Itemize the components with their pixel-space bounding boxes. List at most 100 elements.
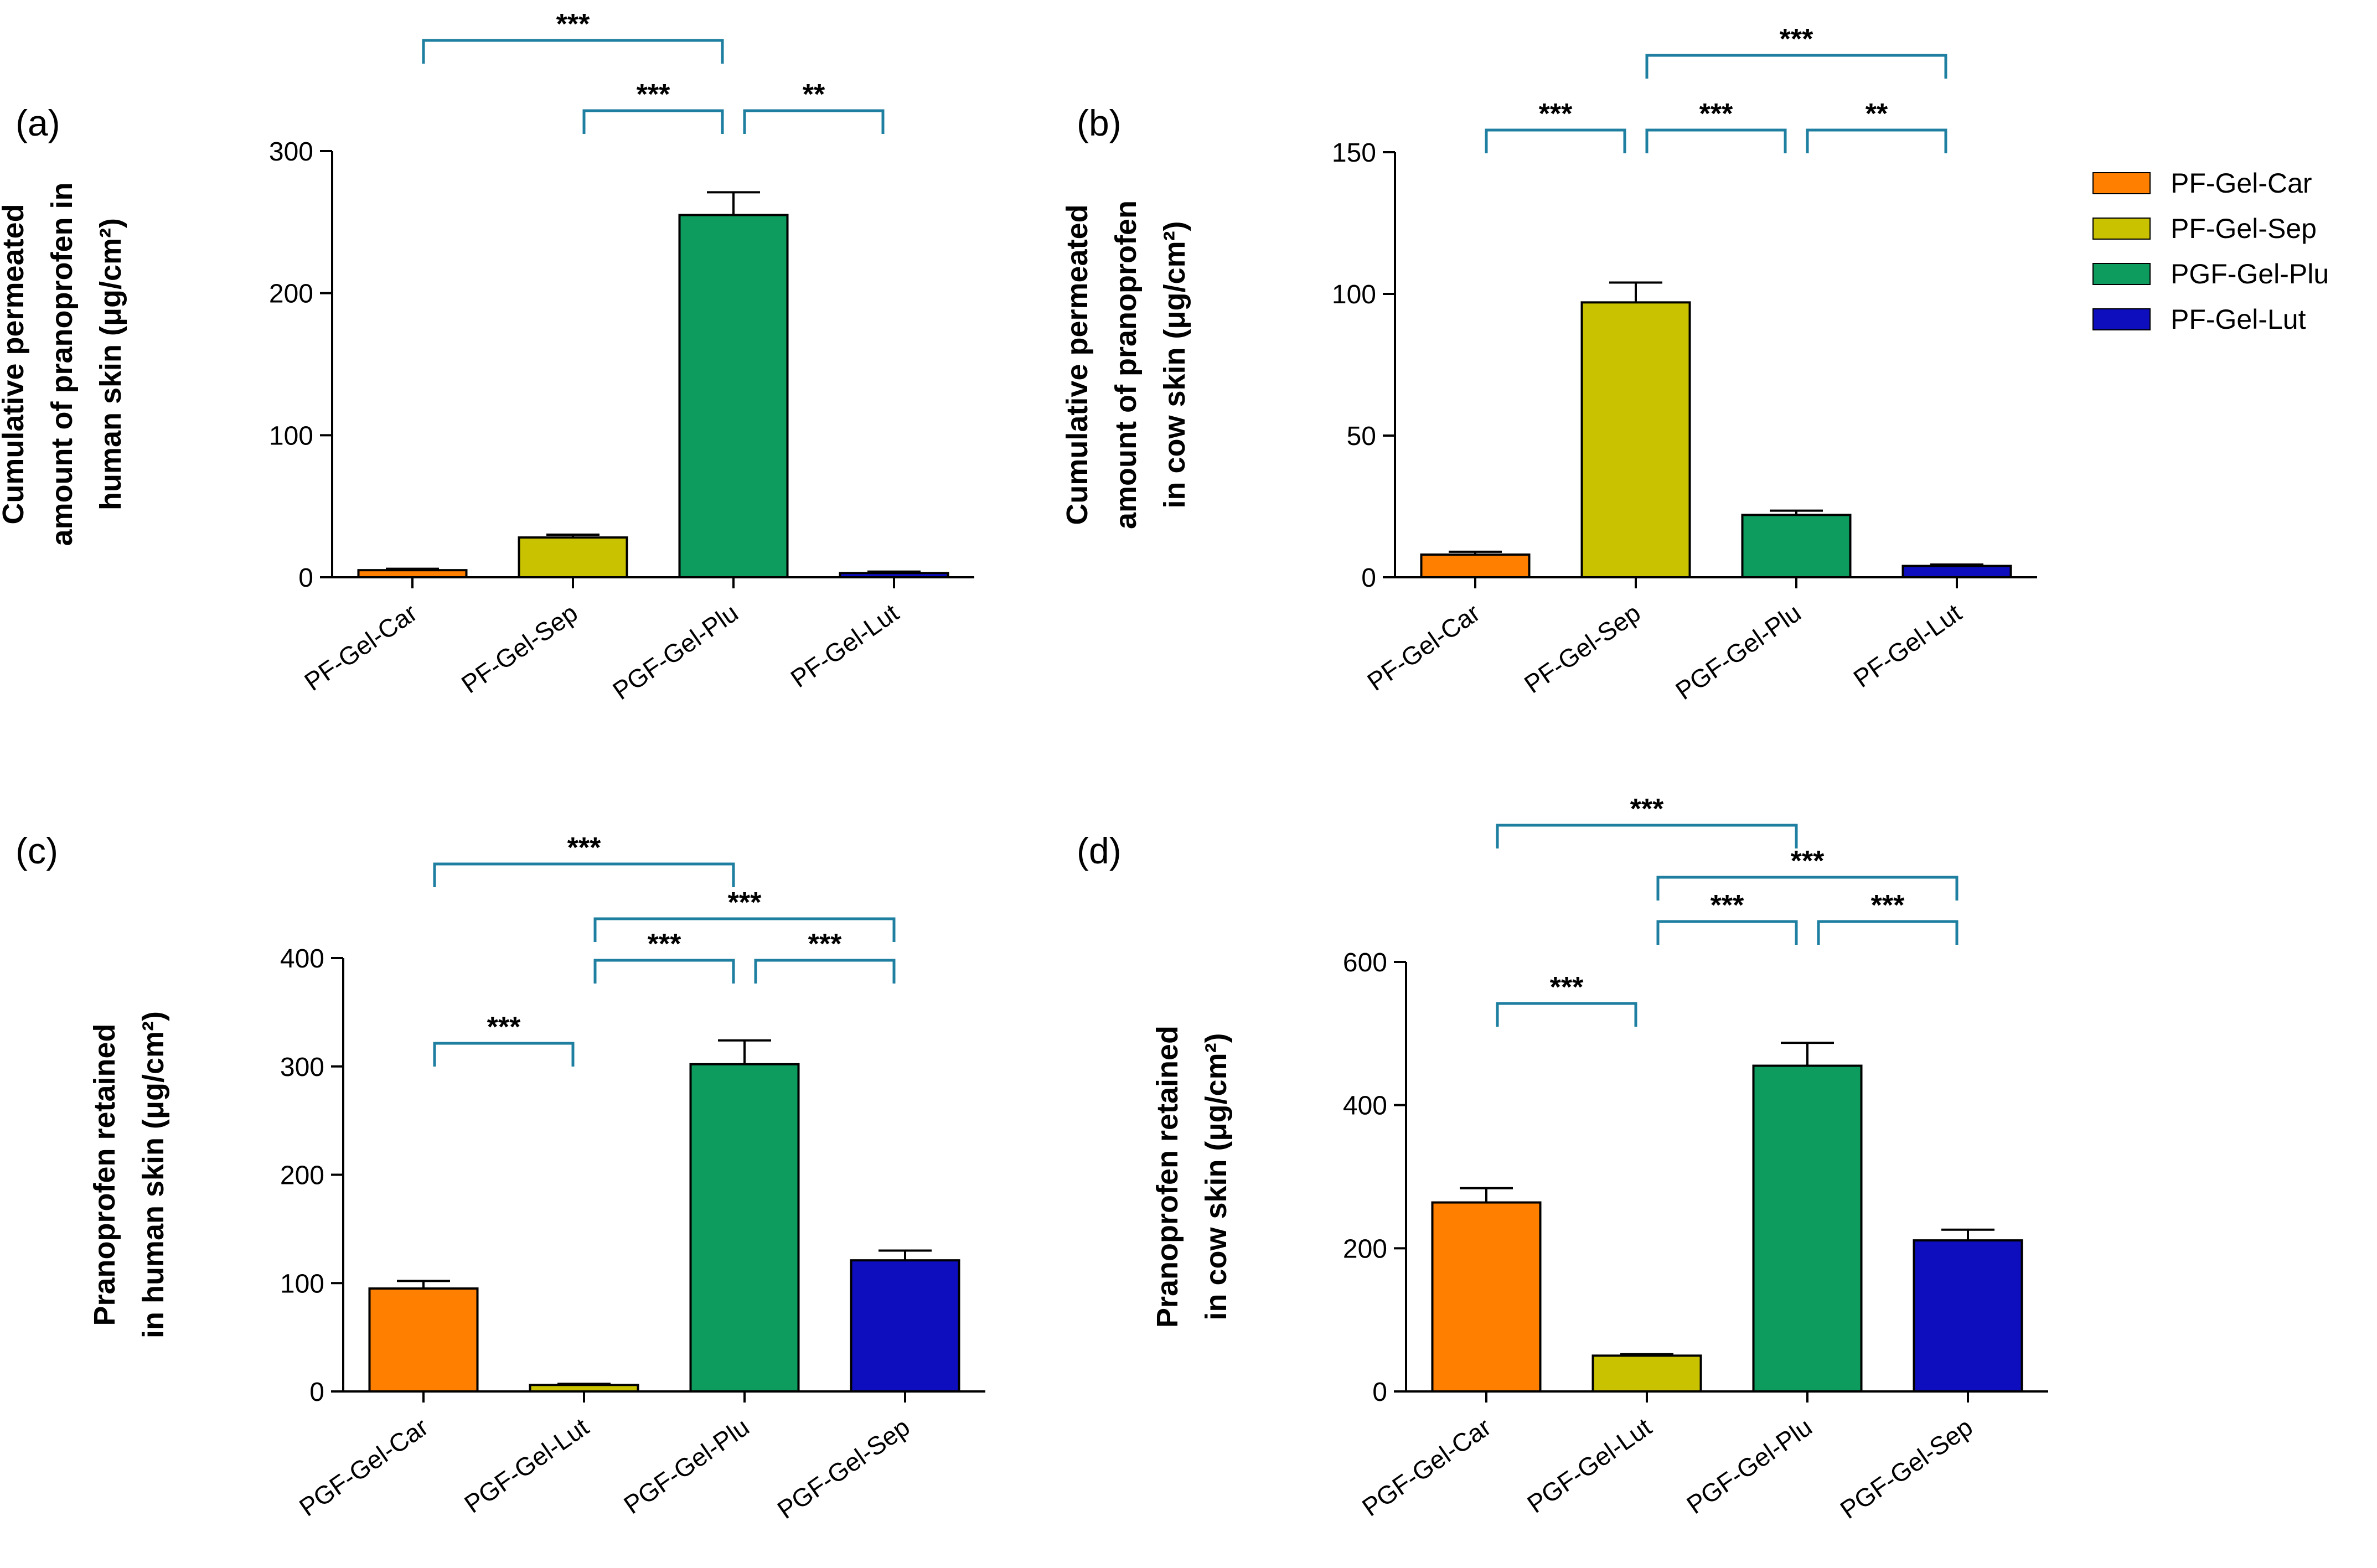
bar [1741, 514, 1852, 578]
x-tick-label: PF-Gel-Car [1362, 598, 1485, 696]
y-axis-label: amount of pranoprofen [1109, 200, 1143, 529]
significance-label: *** [1871, 889, 1905, 922]
bar [368, 1287, 479, 1393]
significance-bracket [1645, 54, 1947, 79]
chart-panel-2: (c) 0 100 200 300 400 Pranoprofen retained in h… [15, 830, 985, 1524]
panel-label: (a) [15, 102, 60, 143]
significance-bracket [1485, 128, 1626, 153]
significance-bracket [1656, 920, 1798, 945]
significance-bracket [593, 917, 896, 942]
bar [689, 1063, 800, 1393]
significance-bracket [1806, 128, 1947, 153]
legend-label: PF-Gel-Lut [2171, 304, 2306, 335]
significance-bracket [593, 959, 735, 984]
significance-label: *** [637, 79, 670, 111]
panel-label: (c) [15, 830, 58, 871]
bar [1431, 1201, 1542, 1393]
significance-bracket [1817, 920, 1959, 945]
x-tick-label: PGF-Gel-Car [294, 1412, 433, 1522]
y-axis-label: Pranoprofen retained [1151, 1026, 1184, 1328]
panel-label: (b) [1077, 102, 1122, 143]
significance-label: *** [1630, 793, 1664, 825]
bar [357, 569, 468, 578]
significance-bracket [433, 862, 735, 887]
significance-bracket [422, 39, 724, 64]
y-tick-label: 100 [280, 1269, 324, 1298]
significance-label: *** [556, 8, 590, 40]
significance-label: *** [487, 1011, 521, 1043]
bar [529, 1384, 639, 1393]
significance-label: *** [567, 832, 601, 864]
x-tick-label: PGF-Gel-Plu [618, 1412, 754, 1520]
bar [1591, 1354, 1702, 1393]
y-tick-label: 200 [280, 1161, 324, 1191]
y-tick-label: 400 [1343, 1091, 1387, 1121]
significance-label: *** [808, 928, 842, 960]
x-tick-label: PGF-Gel-Plu [1681, 1412, 1817, 1520]
bar [1901, 565, 2012, 579]
chart-panel-1: (b) 0 50 100 150 Cumulative permeated amount o… [1061, 23, 2037, 705]
x-tick-label: PF-Gel-Sep [1519, 598, 1646, 699]
bar [839, 572, 949, 579]
legend-label: PF-Gel-Car [2171, 168, 2312, 199]
significance-bracket [1496, 824, 1798, 848]
y-axis-label: Pranoprofen retained [88, 1023, 121, 1326]
legend-item: PGF-Gel-Plu [2092, 251, 2347, 297]
legend-item: PF-Gel-Lut [2092, 297, 2347, 342]
bar [1913, 1239, 2023, 1393]
y-tick-label: 50 [1347, 422, 1376, 451]
significance-bracket [433, 1042, 575, 1067]
y-tick-label: 600 [1343, 948, 1387, 977]
significance-label: *** [728, 887, 762, 919]
y-tick-label: 200 [1343, 1234, 1387, 1264]
y-tick-label: 0 [298, 563, 313, 593]
legend-label: PF-Gel-Sep [2171, 213, 2317, 244]
significance-label: *** [1711, 889, 1744, 922]
x-tick-label: PGF-Gel-Sep [1835, 1412, 1978, 1524]
y-tick-label: 100 [269, 421, 313, 451]
x-tick-label: PF-Gel-Lut [1848, 598, 1967, 693]
significance-label: *** [1791, 845, 1825, 877]
x-tick-label: PF-Gel-Sep [456, 598, 583, 699]
chart-panel-0: (a) 0 100 200 300 Cumulative permeated amount … [0, 8, 974, 705]
bar [1420, 553, 1531, 578]
significance-bracket [1496, 1002, 1637, 1027]
x-tick-label: PGF-Gel-Lut [1522, 1412, 1657, 1518]
significance-label: *** [1699, 98, 1733, 130]
x-tick-label: PGF-Gel-Lut [459, 1412, 594, 1518]
y-tick-label: 400 [280, 944, 324, 974]
significance-bracket [754, 959, 896, 984]
y-axis-label: Cumulative permeated [0, 204, 30, 524]
legend-label: PGF-Gel-Plu [2171, 258, 2329, 289]
legend-swatch [2092, 263, 2151, 285]
bar [518, 536, 628, 579]
significance-label: *** [648, 928, 681, 960]
y-tick-label: 100 [1332, 280, 1376, 309]
x-tick-label: PF-Gel-Car [299, 598, 422, 696]
significance-label: *** [1550, 971, 1584, 1003]
y-tick-label: 0 [309, 1378, 324, 1407]
panel-label: (d) [1077, 830, 1122, 871]
significance-label: *** [1780, 23, 1813, 55]
x-tick-label: PGF-Gel-Plu [1670, 598, 1806, 706]
significance-bracket [1656, 876, 1959, 901]
bar [850, 1259, 960, 1393]
y-axis-label: in cow skin (μg/cm²) [1200, 1033, 1233, 1320]
legend-item: PF-Gel-Sep [2092, 206, 2347, 251]
significance-label: ** [1866, 98, 1888, 130]
y-tick-label: 300 [280, 1053, 324, 1082]
significance-label: *** [1539, 98, 1573, 130]
legend-swatch [2092, 308, 2151, 330]
bar [1580, 301, 1691, 578]
x-tick-label: PGF-Gel-Plu [607, 598, 743, 706]
significance-bracket [582, 109, 724, 134]
y-axis-label: human skin (μg/cm²) [94, 218, 127, 510]
x-tick-label: PGF-Gel-Car [1357, 1412, 1496, 1522]
significance-bracket [1645, 128, 1787, 153]
chart-panel-3: (d) 0 200 400 600 Pranoprofen retained in cow … [1077, 793, 2048, 1524]
y-tick-label: 200 [269, 280, 313, 309]
x-tick-label: PGF-Gel-Sep [772, 1412, 915, 1524]
y-axis-label: in human skin (μg/cm²) [137, 1011, 170, 1338]
